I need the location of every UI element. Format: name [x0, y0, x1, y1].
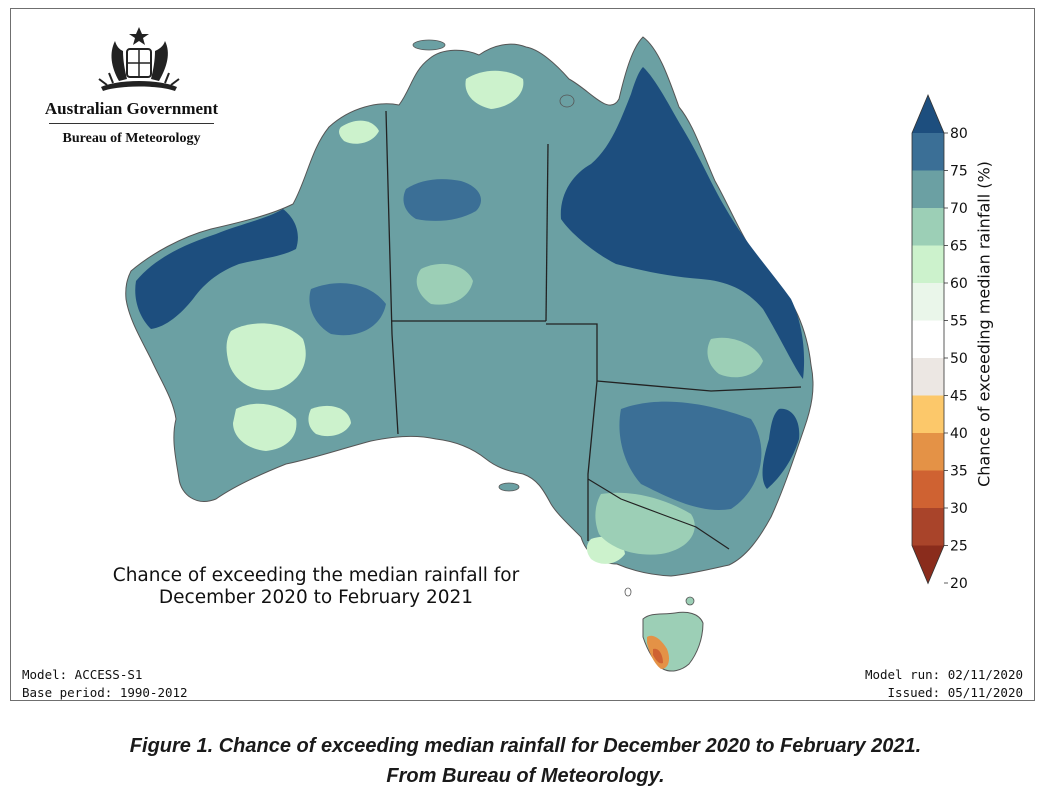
australia-rainfall-map: [125, 36, 814, 672]
zone-75-west: [135, 209, 298, 329]
colorbar-swatch: [912, 133, 944, 171]
zone-60-kimberley: [339, 120, 379, 144]
colorbar-swatch: [912, 245, 944, 283]
border-nt-qld: [545, 143, 549, 322]
zone-60-southwest: [233, 403, 297, 451]
zone-65-interior: [416, 263, 473, 305]
colorbar-tick-label: 45: [950, 389, 968, 405]
colorbar-tick-label: 70: [950, 201, 968, 217]
coat-of-arms-icon: [98, 27, 180, 91]
colorbar-swatch: [912, 358, 944, 396]
bureau-label: Bureau of Meteorology: [62, 131, 201, 146]
zone-75-se: [762, 408, 800, 489]
map-title-line-2: December 2020 to February 2021: [158, 587, 474, 608]
map-title-line-1: Chance of exceeding the median rainfall …: [112, 565, 520, 586]
colorbar-tick-label: 55: [950, 314, 968, 330]
colorbar-swatches: [911, 93, 945, 585]
colorbar-swatch: [912, 545, 944, 584]
border-nsw-vic: [587, 478, 730, 550]
map-frame: Australian Government Bureau of Meteorol…: [10, 8, 1035, 701]
zone-65-victoria: [595, 492, 695, 555]
colorbar: 80 75 70 65 60 55 50 45 40 35 30 25 20: [911, 93, 968, 592]
flinders-island: [685, 596, 695, 606]
border-wa: [385, 110, 399, 435]
colorbar-tick-label: 60: [950, 276, 968, 292]
colorbar-swatch: [912, 283, 944, 321]
colorbar-swatch: [912, 95, 944, 133]
colorbar-tick-label: 30: [950, 501, 968, 517]
bom-logo: Australian Government Bureau of Meteorol…: [39, 19, 239, 147]
zone-65-lake: [707, 337, 763, 378]
king-island: [624, 587, 632, 597]
colorbar-ticks: 80 75 70 65 60 55 50 45 40 35 30 25 20: [944, 126, 968, 592]
zone-70-central: [309, 283, 386, 336]
colorbar-label-text: Chance of exceeding median rainfall (%): [974, 161, 994, 487]
model-label: Model: ACCESS-S1: [22, 667, 143, 682]
colorbar-swatch: [912, 433, 944, 471]
colorbar-swatch: [912, 395, 944, 433]
zone-75-east: [560, 67, 805, 379]
colorbar-swatch: [912, 320, 944, 358]
colorbar-tick-label: 50: [950, 351, 968, 367]
zone-70-south: [619, 401, 762, 510]
zone-75-north: [403, 179, 481, 221]
colorbar-swatch: [912, 208, 944, 246]
colorbar-tick-label: 80: [950, 126, 968, 142]
colorbar-tick-label: 75: [950, 164, 968, 180]
figure-caption-line-2: From Bureau of Meteorology.: [386, 765, 665, 787]
tasmania-dry-core: [653, 648, 663, 664]
border-sa-nsw-vic: [587, 380, 598, 541]
model-run-label: Model run: 02/11/2020: [864, 667, 1023, 682]
colorbar-tick-label: 20: [950, 576, 968, 592]
groote-island: [559, 94, 575, 108]
zone-60-west: [226, 323, 306, 391]
kangaroo-island: [498, 482, 520, 492]
border-sa-qld: [546, 323, 598, 381]
figure-caption-line-1: Figure 1. Chance of exceeding median rai…: [129, 735, 922, 757]
border-qld-nsw: [596, 380, 802, 392]
colorbar-tick-label: 40: [950, 426, 968, 442]
logo-divider: [49, 123, 214, 124]
colorbar-tick-label: 35: [950, 464, 968, 480]
government-label: Australian Government: [44, 99, 219, 118]
colorbar-swatch: [912, 470, 944, 508]
issued-label: Issued: 05/11/2020: [887, 685, 1023, 700]
melville-island: [412, 39, 446, 51]
zone-60-bight: [308, 405, 351, 437]
colorbar-tick-label: 65: [950, 239, 968, 255]
colorbar-swatch: [912, 170, 944, 208]
base-period-label: Base period: 1990-2012: [22, 685, 188, 700]
colorbar-tick-label: 25: [950, 539, 968, 555]
colorbar-label: Chance of exceeding median rainfall (%): [969, 109, 999, 539]
zone-60-north-tip: [465, 70, 524, 109]
colorbar-swatch: [912, 508, 944, 546]
